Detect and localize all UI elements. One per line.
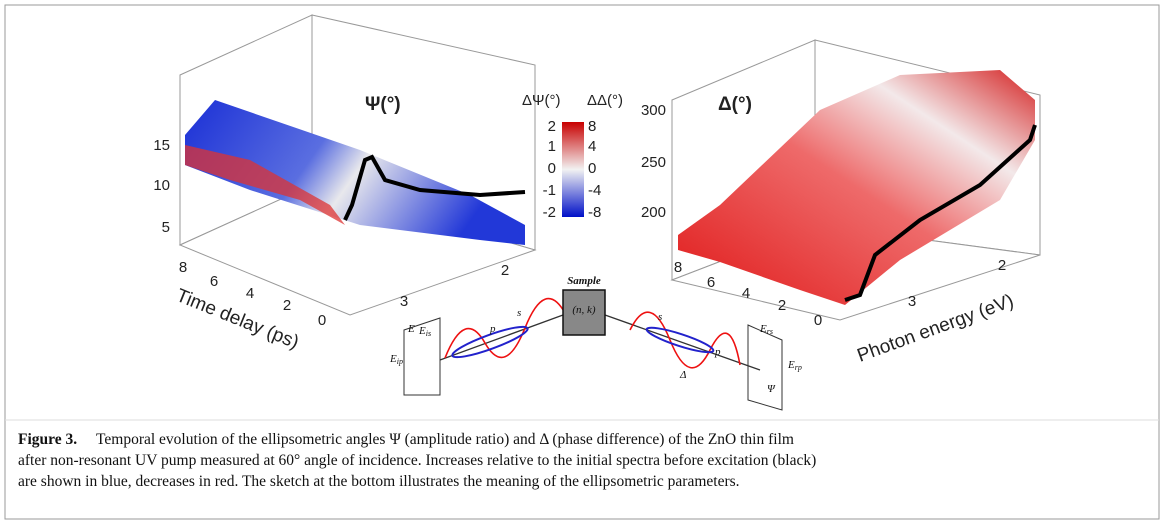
sketch-label: E [407, 323, 415, 335]
sketch-label: Eip [389, 353, 403, 366]
energy-tick-label: 2 [998, 257, 1006, 274]
z-tick-label: 200 [641, 204, 666, 221]
caption-line: Temporal evolution of the ellipsometric … [96, 431, 794, 448]
sketch-label-sub: ip [397, 357, 403, 366]
plane [747, 324, 783, 411]
time-tick-label: 4 [742, 285, 750, 302]
sketch-label: s [658, 311, 662, 323]
sketch-label-main: E [787, 359, 795, 371]
sketch-label: Erp [787, 359, 802, 372]
time-tick-label: 6 [707, 274, 715, 291]
z-tick-label: 250 [641, 154, 666, 171]
caption-text: Temporal evolution of the ellipsometric … [18, 431, 816, 490]
colorbar-tick-label: 2 [548, 118, 556, 135]
caption-line: are shown in blue, decreases in red. The… [18, 473, 740, 490]
wave-p [451, 325, 529, 359]
delta-surface [678, 70, 1035, 305]
time-tick-label: 2 [778, 297, 786, 314]
time-tick-label: 4 [246, 285, 254, 302]
sketch-label-main: p [714, 346, 721, 358]
psi-surface-red [185, 145, 345, 225]
energy-tick-label: 2 [501, 262, 509, 279]
colorbar-label: ΔΨ(°) [522, 92, 561, 109]
time-tick-label: 0 [318, 312, 326, 329]
colorbar-tick-label: -2 [543, 204, 556, 221]
colorbar-tick-label: -1 [543, 182, 556, 199]
sketch-label: Ers [759, 323, 773, 336]
sketch-label-main: s [658, 311, 662, 323]
caption-label: Figure 3. [18, 431, 77, 448]
sketch-label-main: s [517, 307, 521, 319]
panel-title: Δ(°) [718, 94, 752, 115]
colorbar-tick-label: 0 [588, 160, 596, 177]
sketch-label-sub: rp [795, 363, 802, 372]
sample-label: Sample [567, 275, 601, 287]
sketch-label: p [489, 323, 496, 335]
sketch-label-main: Ψ [767, 383, 776, 395]
time-tick-label: 2 [283, 297, 291, 314]
time-tick-label: 8 [179, 259, 187, 276]
colorbar-label: ΔΔ(°) [587, 92, 623, 109]
sketch-label-main: Δ [679, 369, 686, 381]
floor [178, 184, 537, 316]
z-tick-label: 5 [162, 219, 170, 236]
sketch-label: s [517, 307, 521, 319]
sketch-label-main: E [389, 353, 397, 365]
sketch-label: Eis [418, 325, 431, 338]
time-tick-label: 6 [210, 273, 218, 290]
colorbar-tick-label: -4 [588, 182, 601, 199]
sketch-label-main: p [489, 323, 496, 335]
time-tick-label: 0 [814, 312, 822, 329]
wave-s [444, 297, 566, 359]
sketch-label-main: E [407, 323, 415, 335]
sketch-label: Ψ [767, 383, 776, 395]
colorbar-tick-label: 0 [548, 160, 556, 177]
delta-initial-spectrum [844, 124, 1037, 302]
psi-surface [185, 100, 525, 245]
sketch-label-main: E [759, 323, 767, 335]
sketch-label: p [714, 346, 721, 358]
psi-initial-spectrum [343, 154, 526, 221]
sample-inner: (n, k) [572, 304, 596, 316]
sample [562, 289, 606, 336]
sketch-label-sub: is [426, 329, 431, 338]
plane [403, 317, 441, 396]
colorbar-tick-label: 4 [588, 138, 596, 155]
frame [4, 4, 1160, 520]
wave-s [629, 311, 741, 369]
axis-label: Time delay (ps) [173, 285, 302, 353]
colorbar-tick-label: -8 [588, 204, 601, 221]
energy-tick-label: 3 [908, 293, 916, 310]
sketch-label-main: E [418, 325, 426, 337]
sketch-label-sub: rs [767, 327, 773, 336]
energy-tick-label: 3 [400, 293, 408, 310]
z-tick-label: 300 [641, 102, 666, 119]
panel-title: Ψ(°) [365, 94, 401, 115]
z-tick-label: 10 [153, 177, 170, 194]
z-tick-label: 15 [153, 137, 170, 154]
caption-line: after non-resonant UV pump measured at 6… [18, 452, 816, 469]
wave-p [645, 326, 715, 354]
sketch-label: Δ [679, 369, 686, 381]
beam [439, 314, 761, 371]
colorbar-tick-label: 8 [588, 118, 596, 135]
time-tick-label: 8 [674, 259, 682, 276]
colorbar [562, 122, 584, 217]
colorbar-tick-label: 1 [548, 138, 556, 155]
